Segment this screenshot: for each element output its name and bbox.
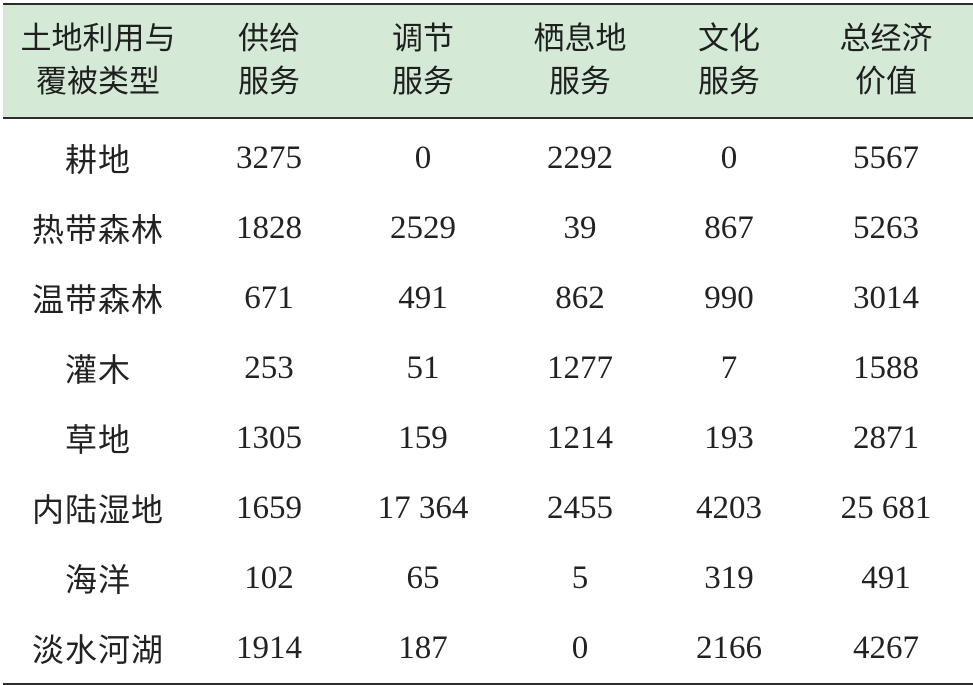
- ecosystem-value-table: 土地利用与 覆被类型 供给 服务 调节 服务 栖息地 服务 文化 服务: [3, 3, 973, 685]
- total-value-cell: 4267: [799, 613, 973, 685]
- cultural-cell: 7: [720, 349, 738, 386]
- header-line: 服务: [698, 64, 760, 100]
- land-use-type-cell: 海洋: [64, 561, 131, 599]
- header-line: 调节: [392, 21, 454, 57]
- provisioning-cell: 1659: [236, 489, 302, 526]
- habitat-cell: 1277: [547, 349, 613, 386]
- habitat-cell: 862: [555, 279, 605, 316]
- regulating-cell: 51: [406, 349, 440, 386]
- provisioning-cell: 102: [244, 559, 294, 596]
- cultural-cell: 319: [704, 559, 754, 596]
- header-provisioning-services: 供给 服务: [193, 3, 345, 119]
- header-land-use-type: 土地利用与 覆被类型: [3, 3, 193, 119]
- table-header: 土地利用与 覆被类型 供给 服务 调节 服务 栖息地 服务 文化 服务: [3, 3, 973, 119]
- header-regulating-services: 调节 服务: [345, 3, 501, 119]
- regulating-cell: 17 364: [377, 489, 469, 526]
- land-use-type-cell: 淡水河湖: [3, 613, 193, 685]
- regulating-cell: 187: [345, 613, 501, 685]
- header-line: 总经济: [839, 21, 933, 57]
- header-line: 土地利用与: [20, 21, 176, 57]
- total-value-cell: 5263: [853, 209, 919, 246]
- land-use-type-cell: 灌木: [64, 351, 131, 389]
- header-line: 价值: [855, 64, 917, 100]
- table-row: 耕地 3275 0 2292 0 5567: [3, 118, 973, 193]
- header-row: 土地利用与 覆被类型 供给 服务 调节 服务 栖息地 服务 文化 服务: [3, 3, 973, 119]
- table-row: 淡水河湖 1914 187 0 2166 4267: [3, 613, 973, 685]
- cultural-cell: 4203: [696, 489, 762, 526]
- land-use-type-cell: 内陆湿地: [31, 491, 164, 529]
- habitat-cell: 2455: [547, 489, 613, 526]
- regulating-cell: 0: [414, 139, 432, 176]
- provisioning-cell: 671: [244, 279, 294, 316]
- habitat-cell: 0: [501, 613, 659, 685]
- habitat-cell: 1214: [547, 419, 613, 456]
- total-value-cell: 3014: [853, 279, 919, 316]
- header-line: 服务: [238, 64, 300, 100]
- habitat-cell: 2292: [547, 139, 613, 176]
- header-line: 栖息地: [533, 21, 627, 57]
- cultural-cell: 193: [704, 419, 754, 456]
- table-row: 灌木 253 51 1277 7 1588: [3, 333, 973, 403]
- land-use-type-cell: 热带森林: [31, 211, 164, 249]
- provisioning-cell: 1828: [236, 209, 302, 246]
- total-value-cell: 25 681: [840, 489, 932, 526]
- cultural-cell: 2166: [659, 613, 799, 685]
- total-value-cell: 2871: [853, 419, 919, 456]
- regulating-cell: 159: [398, 419, 448, 456]
- header-line: 供给: [238, 21, 300, 57]
- regulating-cell: 491: [398, 279, 448, 316]
- data-table-container: 土地利用与 覆被类型 供给 服务 调节 服务 栖息地 服务 文化 服务: [3, 3, 973, 685]
- total-value-cell: 5567: [853, 139, 919, 176]
- provisioning-cell: 1305: [236, 419, 302, 456]
- header-line: 覆被类型: [36, 64, 160, 100]
- habitat-cell: 39: [563, 209, 597, 246]
- header-habitat-services: 栖息地 服务: [501, 3, 659, 119]
- cultural-cell: 0: [720, 139, 738, 176]
- header-line: 文化: [698, 21, 760, 57]
- header-total-economic-value: 总经济 价值: [799, 3, 973, 119]
- table-row: 海洋 102 65 5 319 491: [3, 543, 973, 613]
- total-value-cell: 1588: [853, 349, 919, 386]
- habitat-cell: 5: [571, 559, 589, 596]
- cultural-cell: 990: [704, 279, 754, 316]
- table-row: 草地 1305 159 1214 193 2871: [3, 403, 973, 473]
- table-row: 热带森林 1828 2529 39 867 5263: [3, 193, 973, 263]
- header-line: 服务: [549, 64, 611, 100]
- land-use-type-cell: 耕地: [64, 141, 131, 179]
- table-row: 内陆湿地 1659 17 364 2455 4203 25 681: [3, 473, 973, 543]
- header-cultural-services: 文化 服务: [659, 3, 799, 119]
- provisioning-cell: 253: [244, 349, 294, 386]
- cultural-cell: 867: [704, 209, 754, 246]
- regulating-cell: 2529: [390, 209, 456, 246]
- provisioning-cell: 1914: [193, 613, 345, 685]
- provisioning-cell: 3275: [236, 139, 302, 176]
- total-value-cell: 491: [861, 559, 911, 596]
- regulating-cell: 65: [406, 559, 440, 596]
- land-use-type-cell: 草地: [64, 421, 131, 459]
- table-body: 耕地 3275 0 2292 0 5567 热带森林 1828 2529 39 …: [3, 118, 973, 685]
- table-row: 温带森林 671 491 862 990 3014: [3, 263, 973, 333]
- land-use-type-cell: 温带森林: [31, 281, 164, 319]
- header-line: 服务: [392, 64, 454, 100]
